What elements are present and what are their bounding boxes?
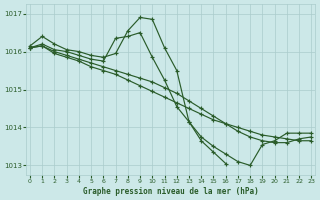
X-axis label: Graphe pression niveau de la mer (hPa): Graphe pression niveau de la mer (hPa) [83,187,259,196]
